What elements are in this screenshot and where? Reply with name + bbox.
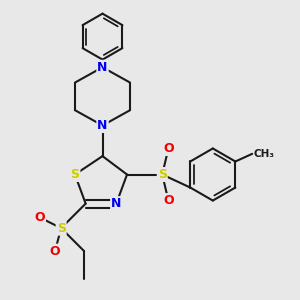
Text: O: O	[163, 142, 174, 155]
Text: S: S	[158, 168, 167, 181]
Text: N: N	[111, 197, 122, 210]
Text: S: S	[57, 222, 66, 235]
Text: S: S	[70, 168, 80, 181]
Text: O: O	[163, 194, 174, 207]
Text: CH₃: CH₃	[254, 149, 275, 159]
Text: O: O	[50, 244, 60, 258]
Text: N: N	[97, 61, 108, 74]
Text: N: N	[97, 119, 108, 132]
Text: O: O	[34, 211, 45, 224]
